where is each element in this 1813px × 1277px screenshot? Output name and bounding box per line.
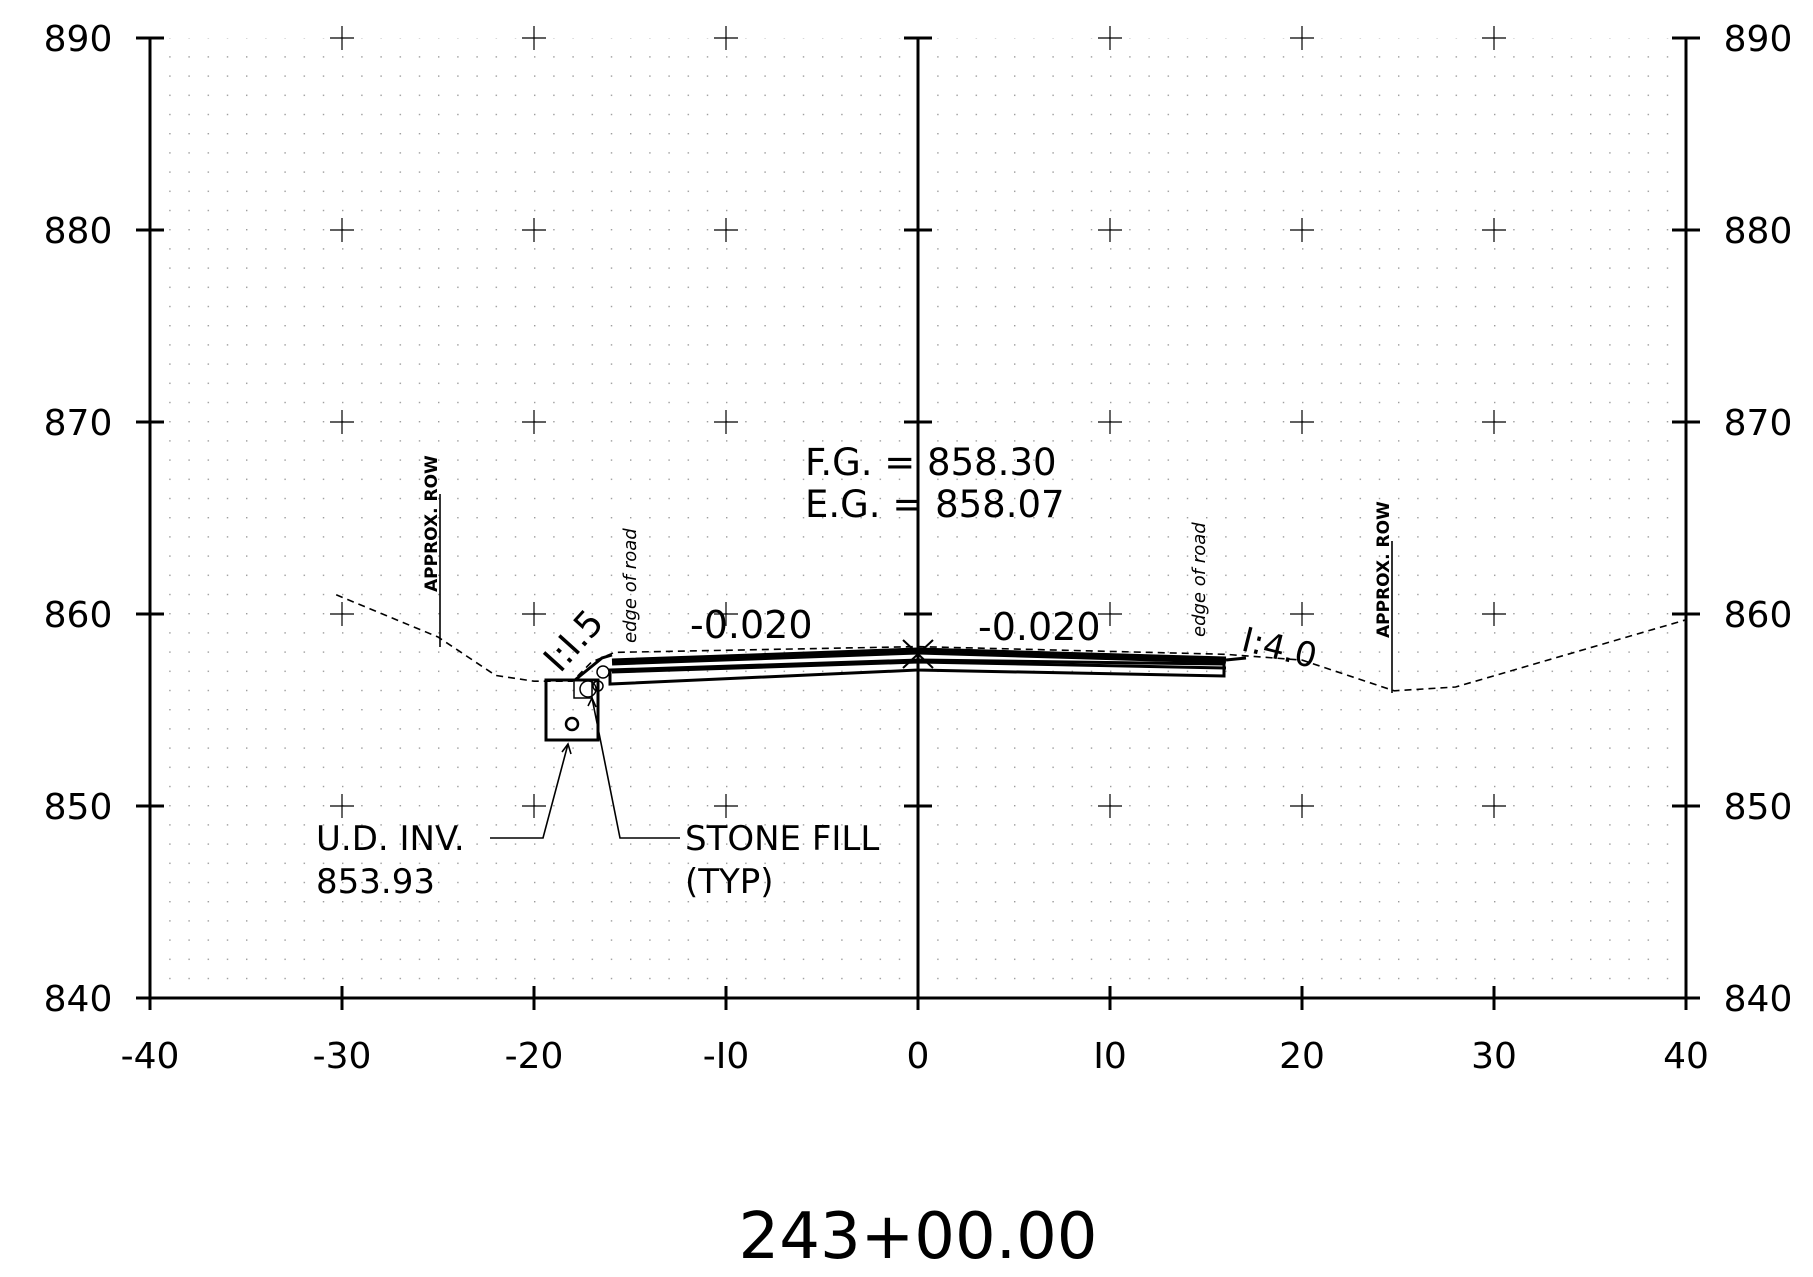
y-tick-label: 880 <box>1724 211 1793 252</box>
x-tick-label: -40 <box>121 1036 180 1077</box>
y-tick-label: 890 <box>44 19 113 60</box>
y-tick-label: 860 <box>44 595 113 636</box>
y-axis-labels-left: 890 880 870 860 850 840 <box>44 19 113 1020</box>
y-tick-label: 870 <box>44 403 113 444</box>
stone-fill-circle <box>579 680 597 698</box>
y-tick-label: 840 <box>1724 979 1793 1020</box>
y-tick-label: 850 <box>1724 787 1793 828</box>
right-cross-slope: -0.020 <box>978 605 1101 649</box>
stone-fill-typ-label: (TYP) <box>685 862 774 902</box>
y-axis-ticks <box>136 36 1700 1000</box>
stone-fill-circle <box>592 680 604 692</box>
x-axis-ticks <box>148 986 1688 1010</box>
x-tick-label: -I0 <box>703 1036 750 1077</box>
finished-grade-label: F.G. = 858.30 <box>805 441 1057 484</box>
ud-leader-arrow <box>561 742 572 755</box>
y-tick-label: 870 <box>1724 403 1793 444</box>
edge-of-road-left: edge of road <box>620 528 641 643</box>
station-label: 243+00.00 <box>739 1200 1098 1274</box>
ud-leader <box>490 743 569 839</box>
existing-grade-label: E.G. = 858.07 <box>805 483 1065 526</box>
x-tick-label: 40 <box>1663 1036 1709 1077</box>
x-tick-label: 20 <box>1279 1036 1325 1077</box>
x-tick-label: 0 <box>907 1036 930 1077</box>
y-tick-label: 840 <box>44 979 113 1020</box>
x-tick-label: -20 <box>505 1036 564 1077</box>
existing-ground-line <box>335 594 1687 692</box>
approx-row-left: APPROX. ROW <box>422 455 442 592</box>
pavement-section <box>574 647 1247 686</box>
underdrain-invert-label: U.D. INV. <box>316 819 465 859</box>
pavement-base-right <box>916 658 1226 678</box>
y-tick-label: 850 <box>44 787 113 828</box>
underdrain-trench <box>544 665 610 742</box>
centerline-marker <box>902 639 934 669</box>
stone-leader-arrow <box>587 696 597 708</box>
y-axis-labels-right: 890 880 870 860 850 840 <box>1724 19 1793 1020</box>
edge-of-road-right: edge of road <box>1189 522 1210 637</box>
grid-crosshairs <box>330 26 1506 818</box>
stone-fill-label: STONE FILL <box>685 819 879 859</box>
leader-lines <box>439 494 1393 839</box>
x-tick-label: I0 <box>1093 1036 1127 1077</box>
underdrain-invert-value: 853.93 <box>316 862 435 902</box>
x-tick-label: 30 <box>1471 1036 1517 1077</box>
y-tick-label: 890 <box>1724 19 1793 60</box>
left-cross-slope: -0.020 <box>690 603 813 647</box>
y-tick-label: 860 <box>1724 595 1793 636</box>
left-sideslope <box>574 653 613 682</box>
right-sideslope <box>1225 656 1247 662</box>
x-axis-labels: -40 -30 -20 -I0 0 I0 20 30 40 <box>121 1036 1709 1077</box>
stone-leader <box>591 697 680 839</box>
stone-fill-circle <box>596 665 610 679</box>
approx-row-right: APPROX. ROW <box>1374 501 1394 638</box>
stone-fill-block <box>573 679 593 699</box>
pavement-top-thick <box>611 647 1227 666</box>
underdrain-pipe <box>564 716 580 732</box>
x-tick-label: -30 <box>313 1036 372 1077</box>
trench-box <box>544 678 600 742</box>
y-tick-label: 880 <box>44 211 113 252</box>
